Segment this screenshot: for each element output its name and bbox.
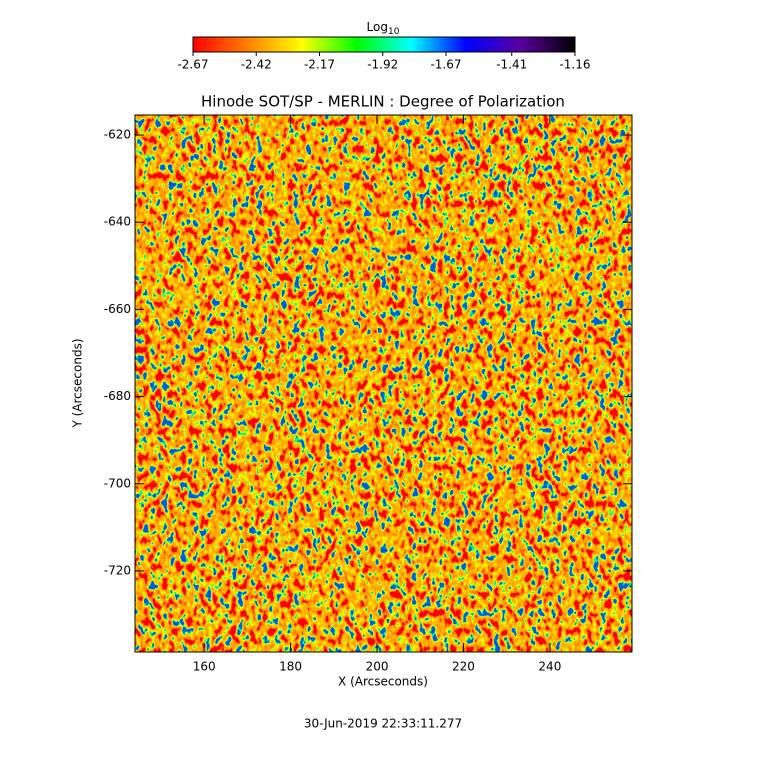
plot-area <box>135 115 632 652</box>
colorbar-tick-label: -2.17 <box>304 58 335 72</box>
heatmap-image <box>135 115 632 652</box>
colorbar-tick-label: -1.92 <box>367 58 398 72</box>
colorbar <box>192 36 576 53</box>
chart-title: Hinode SOT/SP - MERLIN : Degree of Polar… <box>201 93 565 111</box>
colorbar-tick-label: -1.16 <box>559 58 590 72</box>
y-axis-label: Y (Arcseconds) <box>71 338 85 428</box>
y-tick-label: -660 <box>104 302 131 316</box>
plot-frame <box>134 114 633 653</box>
colorbar-label-sub: 10 <box>388 27 400 37</box>
colorbar-tick-label: -2.42 <box>241 58 272 72</box>
x-tick-label: 200 <box>366 660 389 674</box>
x-tick-label: 180 <box>279 660 302 674</box>
colorbar-label-main: Log <box>367 20 388 34</box>
colorbar-tick-label: -1.41 <box>496 58 527 72</box>
colorbar-tick-label: -2.67 <box>177 58 208 72</box>
x-tick-label: 220 <box>452 660 475 674</box>
y-tick-label: -620 <box>104 128 131 142</box>
y-tick-label: -720 <box>104 563 131 577</box>
x-axis-label: X (Arcseconds) <box>338 675 428 689</box>
footer-timestamp: 30-Jun-2019 22:33:11.277 <box>304 717 462 731</box>
y-tick-label: -680 <box>104 389 131 403</box>
y-tick-label: -640 <box>104 215 131 229</box>
x-tick-label: 240 <box>538 660 561 674</box>
colorbar-tick-label: -1.67 <box>430 58 461 72</box>
x-tick-label: 160 <box>193 660 216 674</box>
colorbar-label: Log10 <box>367 20 400 37</box>
y-tick-label: -700 <box>104 476 131 490</box>
